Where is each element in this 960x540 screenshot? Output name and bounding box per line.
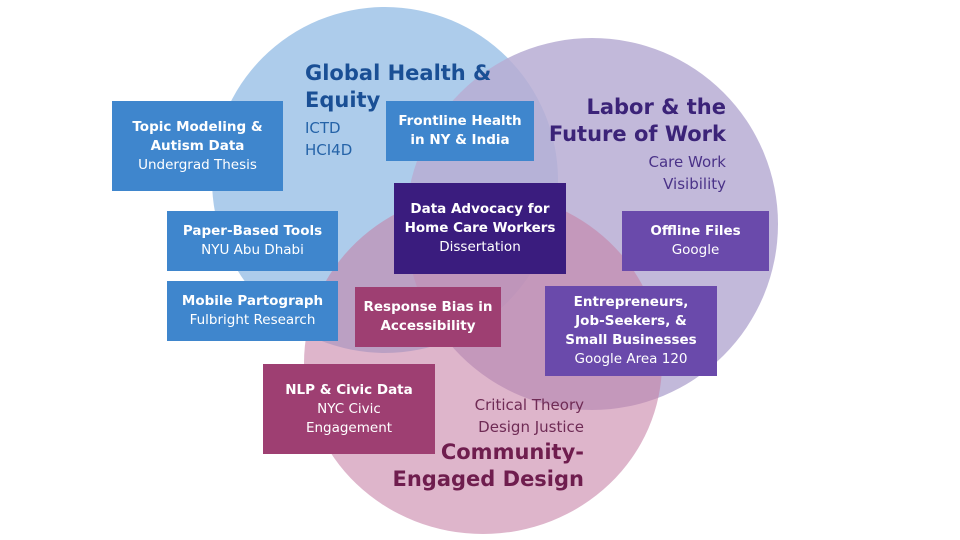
project-context: Undergrad Thesis <box>138 156 257 173</box>
title-line: Future of Work <box>548 122 726 146</box>
title-line: Labor & the <box>586 95 726 119</box>
project-context: Fulbright Research <box>189 312 316 328</box>
title-line: Global Health & <box>305 61 492 85</box>
project-response-bias: Response Bias in Accessibility <box>355 287 501 347</box>
project-mobile-partograph: Mobile Partograph Fulbright Research <box>167 281 338 341</box>
subtopic: Design Justice <box>478 418 584 436</box>
project-title: Entrepreneurs, <box>573 294 689 310</box>
project-context: Google <box>671 242 720 258</box>
global-health-subtopics: ICTD HCI4D <box>305 117 352 161</box>
subtopic: Care Work <box>648 153 726 171</box>
project-title: Small Businesses <box>565 332 697 348</box>
project-frontline-health: Frontline Health in NY & India <box>386 101 534 161</box>
labor-future-work-title: Labor & the Future of Work <box>549 94 726 148</box>
project-context: Dissertation <box>439 239 521 255</box>
project-title: Offline Files <box>650 223 741 239</box>
project-entrepreneurs: Entrepreneurs, Job-Seekers, & Small Busi… <box>545 286 717 376</box>
labor-subtopics: Care Work Visibility <box>649 151 726 195</box>
project-title: Home Care Workers <box>404 220 556 236</box>
community-subtopics: Critical Theory Design Justice <box>475 394 584 438</box>
project-title: Autism Data <box>150 137 245 154</box>
project-title: Data Advocacy for <box>410 201 550 217</box>
title-line: Community- <box>440 440 584 464</box>
project-context: Google Area 120 <box>574 351 688 367</box>
project-title: NLP & Civic Data <box>285 381 413 398</box>
project-offline-files: Offline Files Google <box>622 211 769 271</box>
project-paper-based-tools: Paper-Based Tools NYU Abu Dhabi <box>167 211 338 271</box>
project-title: Frontline Health <box>398 113 522 129</box>
global-health-title: Global Health & Equity <box>305 60 491 114</box>
project-context: NYC Civic <box>317 400 381 417</box>
project-title: Accessibility <box>380 318 476 334</box>
project-topic-modeling: Topic Modeling & Autism Data Undergrad T… <box>112 101 283 191</box>
project-context: Engagement <box>305 419 393 436</box>
project-data-advocacy: Data Advocacy for Home Care Workers Diss… <box>394 183 566 274</box>
project-title: Topic Modeling & <box>132 118 263 135</box>
subtopic: HCI4D <box>305 141 353 159</box>
project-title: Mobile Partograph <box>181 293 324 309</box>
title-line: Engaged Design <box>392 467 584 491</box>
project-title: Job-Seekers, & <box>575 313 687 329</box>
subtopic: Critical Theory <box>474 396 584 414</box>
title-line: Equity <box>305 88 381 112</box>
project-nlp-civic-data: NLP & Civic Data NYC Civic Engagement <box>263 364 435 454</box>
subtopic: ICTD <box>305 119 341 137</box>
project-title: Response Bias in <box>363 299 493 315</box>
project-context: NYU Abu Dhabi <box>201 242 304 258</box>
subtopic: Visibility <box>663 175 726 193</box>
community-design-title: Community- Engaged Design <box>393 439 584 493</box>
project-title: Paper-Based Tools <box>182 223 323 239</box>
project-title: in NY & India <box>410 132 510 148</box>
